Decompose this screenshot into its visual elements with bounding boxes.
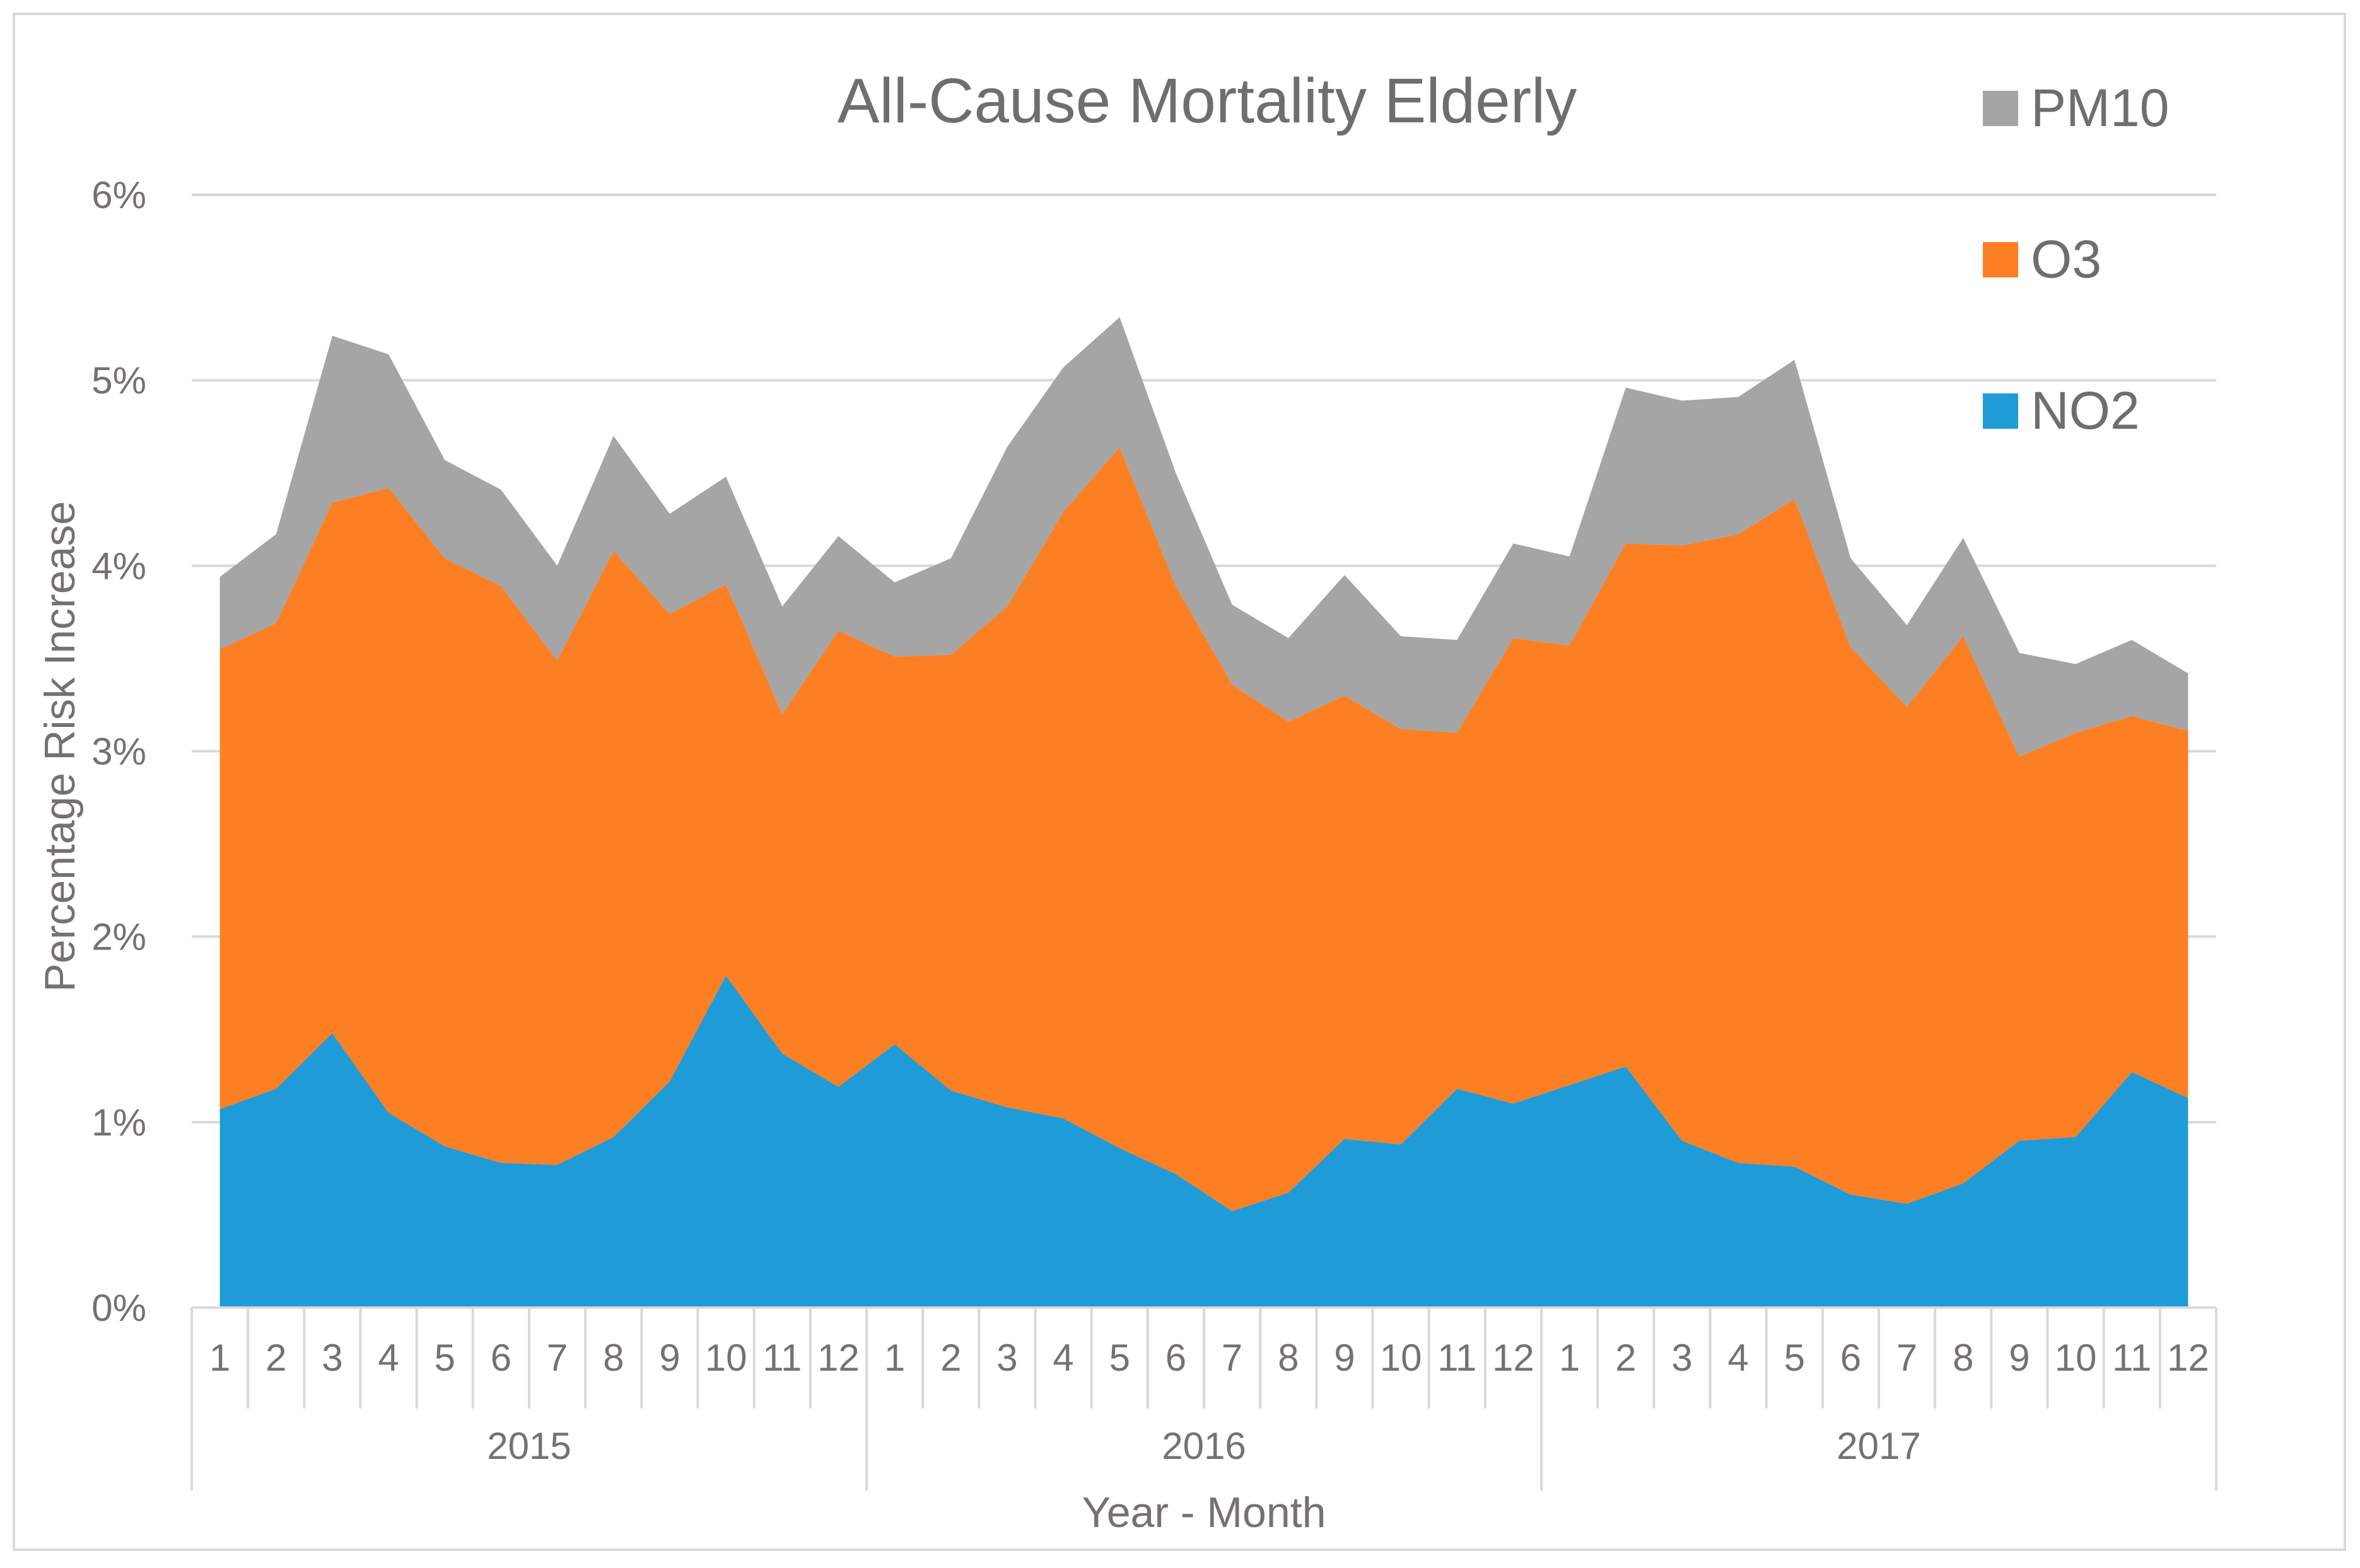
month-label: 2	[940, 1337, 961, 1379]
month-label: 3	[996, 1337, 1017, 1379]
y-tick-label: 6%	[91, 174, 146, 216]
month-label: 12	[817, 1337, 860, 1379]
month-label: 3	[1671, 1337, 1692, 1379]
month-label: 8	[603, 1337, 624, 1379]
month-label: 6	[1165, 1337, 1186, 1379]
y-axis-title: Percentage Risk Increase	[36, 501, 84, 992]
y-tick-label: 4%	[91, 545, 146, 587]
legend-swatch-pm10	[1983, 91, 2018, 126]
month-label: 7	[1896, 1337, 1917, 1379]
month-label: 9	[1334, 1337, 1355, 1379]
legend-label-no2: NO2	[2031, 381, 2140, 440]
month-label: 4	[378, 1337, 399, 1379]
month-label: 3	[322, 1337, 342, 1379]
month-label: 7	[1222, 1337, 1242, 1379]
month-label: 7	[547, 1337, 568, 1379]
month-label: 9	[2009, 1337, 2030, 1379]
month-label: 2	[1615, 1337, 1636, 1379]
month-label: 9	[659, 1337, 680, 1379]
month-label: 4	[1053, 1337, 1073, 1379]
month-label: 8	[1278, 1337, 1299, 1379]
month-label: 5	[1109, 1337, 1130, 1379]
month-label: 5	[1784, 1337, 1805, 1379]
area-pm10	[219, 317, 2188, 757]
month-label: 11	[2112, 1337, 2151, 1379]
legend: PM10 O3 NO2	[1983, 78, 2169, 440]
month-label: 2	[266, 1337, 286, 1379]
year-label: 2017	[1837, 1425, 1920, 1467]
month-label: 4	[1727, 1337, 1748, 1379]
month-label: 11	[762, 1337, 802, 1379]
area-o3	[219, 447, 2188, 1211]
legend-label-pm10: PM10	[2031, 78, 2169, 137]
area-no2	[219, 975, 2188, 1308]
month-label: 5	[435, 1337, 455, 1379]
stacked-areas	[219, 317, 2188, 1308]
month-label: 10	[705, 1337, 747, 1379]
month-label: 12	[2167, 1337, 2209, 1379]
year-label: 2015	[487, 1425, 571, 1467]
month-label: 6	[1840, 1337, 1861, 1379]
y-tick-label: 5%	[91, 359, 146, 402]
chart-frame: 0% 1% 2% 3% 4% 5% 6% 1 2 3 4 5 6 7 8 9 10 11 12 2015 1 2 3 4 5 6…	[13, 13, 2346, 1551]
legend-swatch-no2	[1983, 393, 2018, 429]
y-tick-label: 0%	[91, 1287, 146, 1329]
month-label: 1	[209, 1337, 230, 1379]
chart-title: All-Cause Mortality Elderly	[838, 66, 1577, 136]
legend-label-o3: O3	[2031, 229, 2101, 289]
y-axis-ticks: 0% 1% 2% 3% 4% 5% 6%	[91, 174, 146, 1329]
x-axis-title: Year - Month	[1082, 1489, 1326, 1536]
month-label: 10	[2055, 1337, 2097, 1379]
legend-swatch-o3	[1983, 242, 2018, 277]
month-label: 8	[1953, 1337, 1973, 1379]
y-tick-label: 3%	[91, 731, 146, 773]
month-label: 11	[1437, 1337, 1476, 1379]
month-label: 10	[1380, 1337, 1422, 1379]
month-label: 1	[884, 1337, 905, 1379]
y-tick-label: 1%	[91, 1101, 146, 1144]
month-label: 1	[1559, 1337, 1580, 1379]
year-label: 2016	[1162, 1425, 1246, 1467]
month-label: 6	[491, 1337, 511, 1379]
month-label: 12	[1492, 1337, 1534, 1379]
y-tick-label: 2%	[91, 916, 146, 958]
